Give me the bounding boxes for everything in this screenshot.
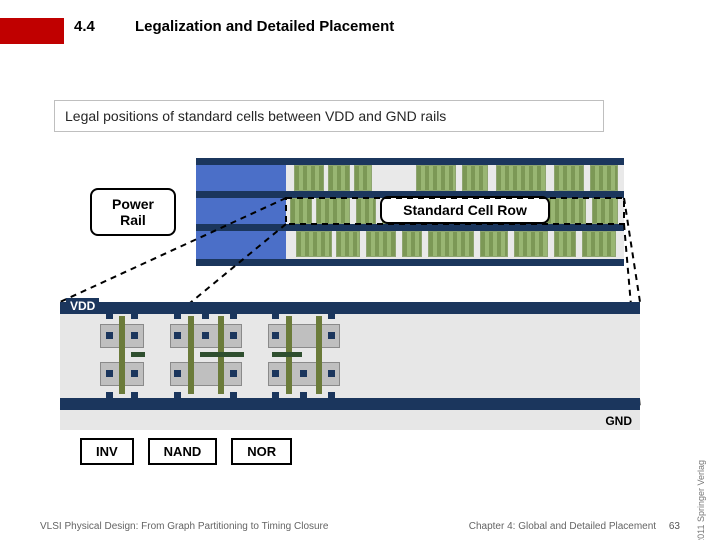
via xyxy=(272,332,279,339)
gnd-rail xyxy=(60,398,640,410)
overview-cell xyxy=(336,231,360,257)
subtitle-text: Legal positions of standard cells betwee… xyxy=(65,108,446,124)
via xyxy=(272,312,279,319)
gate-label-nand: NAND xyxy=(148,438,218,465)
inv-poly xyxy=(119,316,125,394)
overview-row xyxy=(286,231,624,257)
via xyxy=(272,370,279,377)
overview-cell xyxy=(592,198,618,224)
via xyxy=(328,370,335,377)
via xyxy=(202,332,209,339)
overview-cell xyxy=(514,231,548,257)
overview-cell xyxy=(366,231,396,257)
via xyxy=(328,332,335,339)
overview-cell xyxy=(590,165,618,191)
footer-left: VLSI Physical Design: From Graph Partiti… xyxy=(40,521,469,532)
overview-cell xyxy=(554,231,576,257)
inv-out-metal xyxy=(131,352,145,357)
via xyxy=(174,392,181,399)
via xyxy=(131,312,138,319)
footer-chapter: Chapter 4: Global and Detailed Placement xyxy=(469,521,656,532)
overview-rail xyxy=(196,224,624,231)
nor-out-metal xyxy=(272,352,302,357)
via xyxy=(230,332,237,339)
page-number: 63 xyxy=(669,521,680,532)
overview-cell xyxy=(416,165,456,191)
overview-cell xyxy=(296,231,332,257)
nand-out-metal xyxy=(200,352,244,357)
label-power-rail: Power Rail xyxy=(90,188,176,236)
overview-cell xyxy=(294,165,324,191)
via xyxy=(328,312,335,319)
via xyxy=(131,370,138,377)
via xyxy=(272,392,279,399)
via xyxy=(300,370,307,377)
subtitle-box: Legal positions of standard cells betwee… xyxy=(54,100,604,132)
nand-poly-a xyxy=(188,316,194,394)
via xyxy=(328,392,335,399)
via xyxy=(106,370,113,377)
overview-cell xyxy=(496,165,546,191)
overview-cell xyxy=(428,231,474,257)
overview-cell xyxy=(354,165,372,191)
label-power-rail-text: Power Rail xyxy=(112,196,154,228)
slide-title: Legalization and Detailed Placement xyxy=(135,18,394,35)
overview-cell xyxy=(480,231,508,257)
via xyxy=(131,332,138,339)
overview-cell xyxy=(402,231,422,257)
overview-cell xyxy=(290,198,312,224)
overview-rail xyxy=(196,259,624,266)
vdd-rail xyxy=(60,302,640,314)
footer: VLSI Physical Design: From Graph Partiti… xyxy=(0,521,720,532)
overview-row xyxy=(286,165,624,191)
overview-cell xyxy=(328,165,350,191)
slide: 4.4 Legalization and Detailed Placement … xyxy=(0,0,720,540)
layout-pad-region xyxy=(196,158,286,266)
via xyxy=(174,370,181,377)
via xyxy=(106,332,113,339)
vdd-label: VDD xyxy=(66,298,99,314)
via xyxy=(131,392,138,399)
label-std-cell-row-text: Standard Cell Row xyxy=(403,202,527,218)
gnd-label: GND xyxy=(605,414,632,428)
footer-right: Chapter 4: Global and Detailed Placement… xyxy=(469,521,680,532)
via xyxy=(300,392,307,399)
overview-cell xyxy=(316,198,350,224)
section-number: 4.4 xyxy=(74,18,95,35)
gate-label-inv: INV xyxy=(80,438,134,465)
gate-labels: INV NAND NOR xyxy=(80,438,292,465)
overview-cell xyxy=(356,198,376,224)
via xyxy=(230,392,237,399)
via xyxy=(230,312,237,319)
via xyxy=(230,370,237,377)
overview-cell xyxy=(462,165,488,191)
via xyxy=(202,312,209,319)
via xyxy=(174,332,181,339)
overview-rail xyxy=(196,158,624,165)
via xyxy=(174,312,181,319)
via xyxy=(106,312,113,319)
overview-cell xyxy=(582,231,616,257)
title-accent-block xyxy=(0,18,64,44)
label-std-cell-row: Standard Cell Row xyxy=(380,196,550,224)
gates-layout xyxy=(100,316,380,396)
overview-cell xyxy=(554,165,584,191)
detail-row: VDD GND xyxy=(60,302,640,430)
nor-poly-b xyxy=(316,316,322,394)
via xyxy=(106,392,113,399)
gate-label-nor: NOR xyxy=(231,438,292,465)
